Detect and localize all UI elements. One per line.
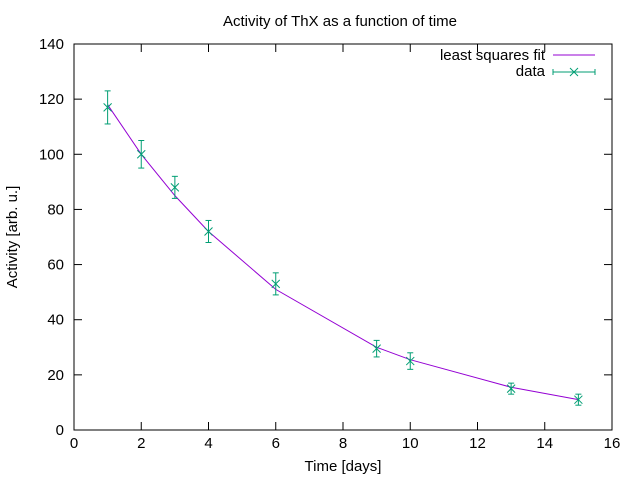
- data-point: [405, 352, 415, 370]
- series-layer: [103, 90, 583, 406]
- marker-x: [170, 183, 180, 192]
- legend-marker-x: [569, 67, 579, 77]
- y-tick-label: 100: [39, 146, 64, 163]
- marker-x: [204, 227, 213, 236]
- x-axis-label: Time [days]: [305, 458, 382, 475]
- y-axis-ticks: 0 20 40 60 80 100 120 140: [39, 36, 612, 439]
- y-tick-label: 0: [56, 422, 64, 439]
- x-tick-label: 0: [70, 435, 78, 452]
- x-tick-label: 12: [469, 435, 486, 452]
- x-axis-ticks: 0 2 4 6 8 10 12 14 16: [70, 44, 621, 452]
- y-tick-label: 40: [47, 312, 64, 329]
- marker-x: [574, 395, 583, 405]
- data-point: [506, 382, 516, 395]
- marker-x: [136, 149, 146, 159]
- data-point: [372, 339, 381, 358]
- marker-x: [271, 279, 281, 289]
- marker-x: [103, 103, 112, 112]
- data-point: [271, 272, 281, 296]
- y-tick-label: 140: [39, 36, 64, 53]
- x-tick-label: 2: [137, 435, 145, 452]
- data-point: [204, 219, 213, 244]
- marker-x: [506, 384, 516, 393]
- y-tick-label: 120: [39, 91, 64, 108]
- y-tick-label: 20: [47, 367, 64, 384]
- x-tick-label: 16: [604, 435, 621, 452]
- marker-x: [372, 344, 381, 354]
- marker-x: [405, 356, 415, 366]
- legend-label-fit: least squares fit: [440, 47, 546, 64]
- y-tick-label: 60: [47, 257, 64, 274]
- y-tick-label: 80: [47, 201, 64, 218]
- y-axis-label: Activity [arb. u.]: [4, 186, 21, 289]
- x-tick-label: 6: [272, 435, 280, 452]
- plot-frame: [73, 43, 613, 431]
- chart-title: Activity of ThX as a function of time: [223, 13, 457, 30]
- x-tick-label: 4: [204, 435, 212, 452]
- data-point: [170, 175, 180, 199]
- data-point: [574, 393, 583, 406]
- data-point: [136, 140, 146, 169]
- x-tick-label: 10: [402, 435, 419, 452]
- x-tick-label: 14: [536, 435, 553, 452]
- data-point: [103, 90, 112, 125]
- x-tick-label: 8: [339, 435, 347, 452]
- legend-label-data: data: [516, 63, 546, 80]
- fit-line: [107, 104, 579, 401]
